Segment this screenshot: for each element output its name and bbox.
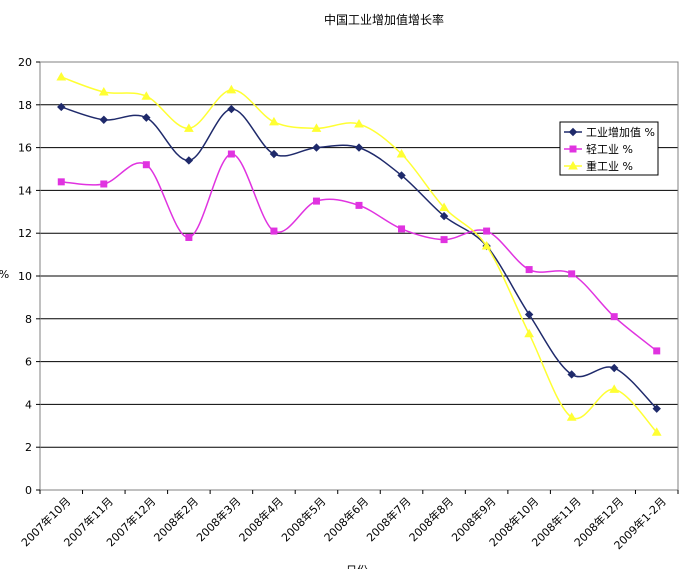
data-point [100,180,108,188]
x-tick-label: 2008年5月 [278,494,328,544]
y-tick-label: 12 [18,227,32,240]
data-point [227,104,236,114]
y-axis-label: % [0,268,9,281]
data-point [184,123,194,132]
data-point [311,123,322,132]
data-point [57,178,65,186]
data-point [653,347,661,355]
legend-marker [569,145,577,153]
data-point [567,370,576,379]
y-tick-label: 4 [25,398,32,411]
data-point [439,211,449,221]
data-point [439,202,449,212]
data-point [524,310,534,319]
y-tick-label: 16 [18,142,32,155]
x-tick-label: 2008年3月 [193,494,243,544]
y-tick-label: 0 [25,484,32,497]
y-tick-label: 20 [18,56,32,69]
data-point [98,86,109,96]
data-point [354,143,364,152]
y-tick-label: 2 [25,441,32,454]
data-point [355,201,363,209]
data-point [57,102,66,112]
data-point [227,150,235,158]
series-2 [57,150,661,355]
x-tick-label: 2008年6月 [321,494,371,544]
legend-label: 重工业 % [586,159,633,173]
y-tick-label: 10 [18,270,32,283]
data-point [226,84,237,94]
data-point [312,143,321,152]
data-point [56,71,67,81]
data-point [525,266,533,274]
x-tick-label: 2008年7月 [363,494,413,544]
chart-title: 中国工业增加值增长率 [324,12,444,27]
x-tick-label: 2008年8月 [406,494,456,544]
data-point [652,404,661,413]
series-1 [57,102,661,413]
data-point [312,197,320,205]
series-lines [56,71,662,436]
legend-marker [568,127,578,137]
data-point [481,241,492,250]
data-point [99,115,109,124]
data-point [185,233,193,241]
legend-marker [568,160,578,170]
y-tick-label: 18 [18,99,32,112]
x-axis: 2007年10月2007年11月2007年12月2008年2月2008年3月20… [18,490,679,552]
data-point [398,225,406,233]
y-tick-label: 8 [25,313,32,326]
data-point [396,149,407,158]
y-tick-label: 14 [18,184,32,197]
x-tick-label: 2008年2月 [151,494,201,544]
data-point [269,116,279,126]
data-point [609,384,620,393]
y-axis: 0 2 4 6 8 10 12 14 16 18 20 [18,56,40,497]
series-line [61,76,658,433]
data-point [566,412,577,421]
data-point [609,363,619,373]
y-tick-label: 6 [25,356,32,369]
x-tick-label: 2008年4月 [236,494,286,544]
data-point [269,149,279,159]
legend: 工业增加值 % 轻工业 % 重工业 % [559,121,659,176]
x-axis-label: 日份 [346,564,368,569]
data-point [354,119,364,128]
data-point [524,328,534,338]
data-point [142,113,151,122]
legend-label: 轻工业 % [586,142,633,156]
legend-label: 工业增加值 % [586,125,655,139]
series-3 [56,71,662,436]
data-point [651,427,662,436]
gridlines [40,104,678,448]
data-point [440,236,448,244]
data-point [270,227,278,235]
data-point [568,270,576,278]
data-point [610,313,618,321]
data-point [141,91,152,100]
data-point [142,161,150,169]
data-point [184,156,194,165]
data-point [483,227,491,235]
series-line [61,153,658,352]
data-point [397,171,406,180]
